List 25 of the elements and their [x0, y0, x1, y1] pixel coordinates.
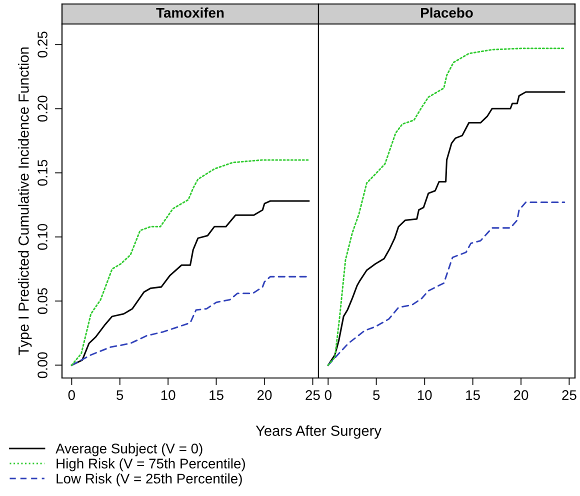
legend-label: Low Risk (V = 25th Percentile)	[56, 473, 242, 486]
chart-title: Placebo	[421, 8, 473, 18]
chart-title: Tamoxifen	[156, 8, 224, 18]
y-tick-label: 0.15	[38, 160, 48, 186]
x-axis-title: Years After Surgery	[256, 425, 382, 439]
y-tick-label: 0.00	[38, 352, 48, 378]
legend-label: Average Subject (V = 0)	[56, 443, 202, 456]
x-tick-label: 0	[324, 390, 332, 400]
legend-label: High Risk (V = 75th Percentile)	[56, 458, 245, 472]
x-tick-label: 20	[514, 390, 528, 400]
y-tick-label: 0.05	[38, 288, 48, 314]
x-tick-label: 25	[306, 390, 320, 400]
x-tick-label: 15	[466, 390, 480, 400]
y-axis-title: Type I Predicted Cumulative Incidence Function	[18, 48, 32, 356]
y-tick-label: 0.25	[38, 32, 48, 58]
x-tick-label: 0	[68, 390, 75, 400]
x-tick-label: 10	[418, 390, 432, 400]
x-tick-label: 5	[373, 390, 380, 400]
y-tick-label: 0.20	[38, 96, 48, 122]
x-tick-label: 25	[562, 390, 576, 400]
x-tick-label: 15	[210, 390, 224, 400]
y-tick-label: 0.10	[38, 224, 48, 250]
x-tick-label: 5	[116, 390, 124, 400]
x-tick-label: 20	[257, 390, 272, 400]
x-tick-label: 10	[161, 390, 176, 400]
